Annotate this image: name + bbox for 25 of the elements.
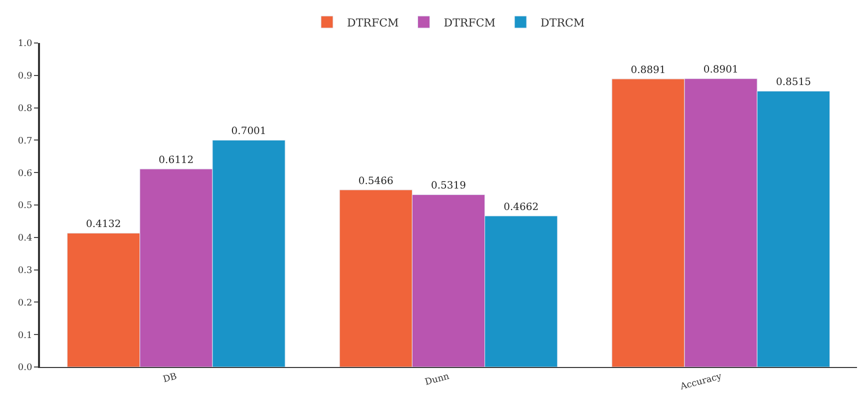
data-label: 0.8901 xyxy=(703,64,738,76)
x-tick-label: Dunn xyxy=(424,372,451,388)
x-tick-label: DB xyxy=(162,372,178,386)
data-label: 0.6112 xyxy=(158,154,194,166)
y-tick-label: 0.6 xyxy=(18,168,32,179)
data-label: 0.5466 xyxy=(358,176,394,187)
legend-label: DTRFCM xyxy=(444,16,496,30)
y-tick-label: 0.9 xyxy=(18,72,32,82)
y-tick-label: 0.3 xyxy=(18,266,32,276)
data-label: 0.7001 xyxy=(231,126,266,138)
y-tick-label: 0.1 xyxy=(18,330,32,341)
y-tick-label: 0.4 xyxy=(18,234,32,244)
data-label: 0.4662 xyxy=(504,202,539,213)
data-label: 0.4132 xyxy=(86,219,122,230)
data-label: 0.8515 xyxy=(776,77,811,88)
y-tick-label: 0.7 xyxy=(18,136,32,146)
y-tick-label: 0.2 xyxy=(18,298,32,308)
y-tick-label: 0.0 xyxy=(18,363,32,374)
legend-label: DTRFCM xyxy=(347,16,399,30)
data-label: 0.5319 xyxy=(431,180,466,192)
y-tick-label: 1.0 xyxy=(18,39,32,50)
y-tick-label: 0.5 xyxy=(18,201,32,212)
legend-label: DTRCM xyxy=(540,16,585,30)
data-label: 0.8891 xyxy=(630,64,666,76)
y-tick-label: 0.8 xyxy=(18,104,32,114)
